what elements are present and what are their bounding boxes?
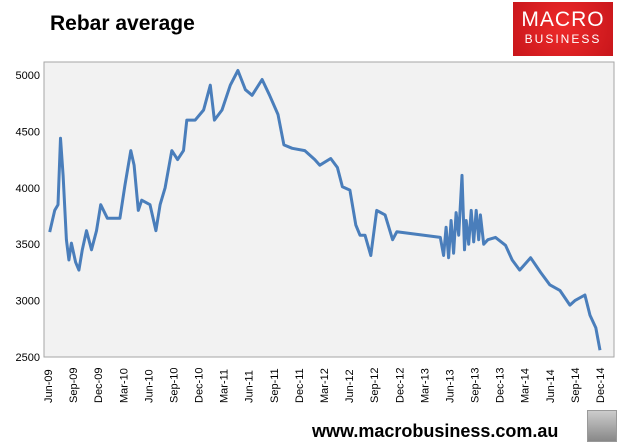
- series-line-rebar-average: [48, 69, 602, 351]
- x-tick-label: Dec-14: [595, 368, 607, 403]
- x-tick-label: Jun-09: [43, 369, 55, 403]
- y-tick-label: 4000: [16, 183, 40, 195]
- x-tick-label: Jun-13: [444, 369, 456, 403]
- x-tick-label: Dec-13: [495, 368, 507, 403]
- x-tick-label: Dec-12: [394, 368, 406, 403]
- y-tick-label: 5000: [16, 70, 40, 82]
- x-tick-label: Dec-11: [294, 368, 306, 403]
- plot-area: [43, 61, 615, 358]
- x-tick-label: Jun-12: [344, 369, 356, 403]
- x-tick-label: Mar-12: [319, 368, 331, 403]
- y-tick-label: 4500: [16, 126, 40, 138]
- x-tick-label: Mar-14: [520, 368, 532, 403]
- x-tick-label: Sep-14: [570, 368, 582, 403]
- x-tick-label: Sep-12: [369, 368, 381, 403]
- x-tick-label: Sep-10: [168, 368, 180, 403]
- y-tick-label: 3500: [16, 239, 40, 251]
- x-tick-label: Sep-09: [68, 368, 80, 403]
- y-tick-label: 2500: [16, 352, 40, 364]
- macrobusiness-logo: MACRO BUSINESS: [513, 2, 613, 56]
- logo-line2: BUSINESS: [524, 32, 602, 46]
- chart-title: Rebar average: [50, 12, 195, 35]
- y-tick-label: 3000: [16, 296, 40, 308]
- x-tick-label: Dec-10: [194, 368, 206, 403]
- x-tick-label: Dec-09: [93, 368, 105, 403]
- x-tick-label: Mar-10: [118, 368, 130, 403]
- logo-line1: MACRO: [521, 8, 605, 31]
- x-tick-label: Mar-11: [219, 369, 231, 403]
- x-tick-label: Jun-11: [244, 370, 256, 403]
- x-tick-label: Sep-13: [470, 368, 482, 403]
- website-url: www.macrobusiness.com.au: [312, 421, 559, 441]
- x-tick-label: Sep-11: [269, 368, 281, 403]
- wolf-icon: [587, 410, 617, 442]
- x-tick-label: Mar-13: [419, 368, 431, 403]
- x-tick-label: Jun-10: [143, 369, 155, 403]
- x-tick-label: Jun-14: [545, 369, 557, 403]
